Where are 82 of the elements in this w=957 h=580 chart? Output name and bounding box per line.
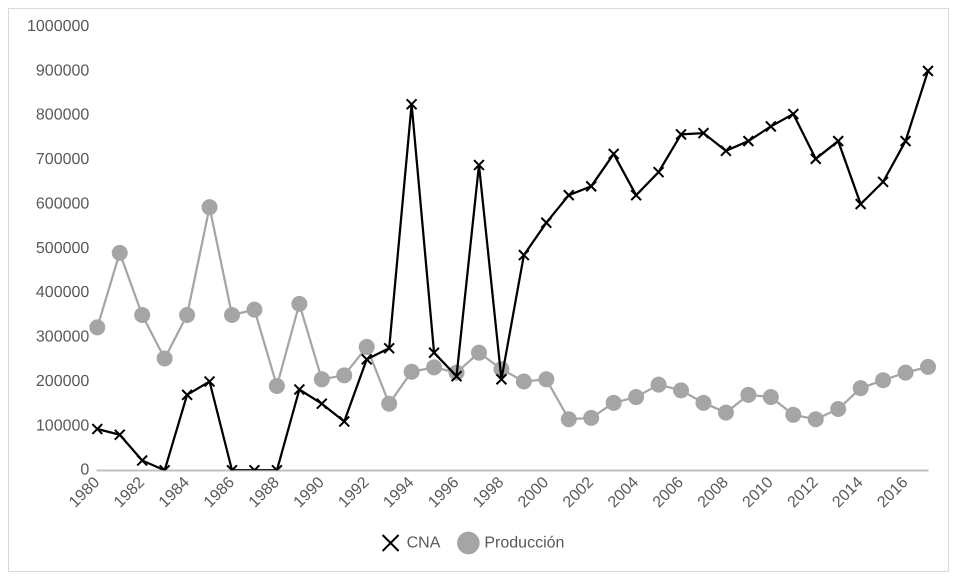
point [136, 454, 148, 466]
point [428, 346, 440, 359]
y-tick-label: 0 [80, 462, 90, 479]
point [336, 367, 352, 384]
point [204, 376, 216, 388]
point [652, 166, 665, 178]
point [404, 364, 420, 380]
point [383, 342, 396, 354]
point [560, 411, 577, 428]
point [852, 380, 869, 396]
y-tick-label: 600000 [36, 195, 90, 212]
point [898, 364, 914, 381]
point [406, 98, 418, 110]
point [830, 401, 846, 418]
point [381, 396, 398, 412]
point [808, 411, 824, 428]
point [583, 410, 600, 426]
point [224, 306, 240, 323]
point [360, 353, 373, 366]
point [675, 128, 687, 140]
legend-label: CNA [406, 534, 441, 552]
point [606, 394, 622, 411]
point [518, 249, 530, 262]
point [516, 374, 532, 390]
point [293, 384, 306, 396]
legend-label: Producción [484, 534, 564, 552]
point [538, 371, 554, 388]
point [628, 389, 644, 406]
point [742, 135, 754, 148]
y-tick-label: 200000 [36, 372, 90, 390]
point [650, 376, 667, 393]
point [91, 423, 104, 435]
point [832, 135, 844, 148]
point [920, 358, 936, 375]
point [900, 135, 912, 148]
point [181, 388, 194, 401]
point [291, 296, 308, 312]
point [740, 386, 756, 403]
y-tick-label: 300000 [36, 328, 90, 346]
point [114, 428, 126, 441]
point [426, 359, 442, 376]
y-tick-label: 100000 [36, 417, 90, 434]
y-tick-label: 1000000 [26, 18, 90, 36]
point [585, 180, 598, 192]
point [338, 416, 350, 428]
point [179, 306, 196, 323]
point [764, 120, 777, 132]
point [695, 394, 712, 411]
point [810, 152, 822, 165]
point [89, 319, 106, 336]
y-tick-label: 500000 [36, 240, 90, 257]
point [673, 382, 690, 398]
point [540, 216, 552, 229]
point [268, 378, 285, 394]
y-tick-label: 700000 [36, 151, 90, 168]
point [562, 189, 575, 202]
point [875, 372, 892, 388]
y-tick-label: 800000 [36, 106, 90, 124]
point [762, 389, 779, 406]
point [470, 344, 487, 361]
point [630, 189, 642, 202]
point [246, 302, 262, 318]
point [608, 148, 620, 160]
point [473, 159, 485, 171]
point [202, 199, 218, 216]
point [112, 244, 128, 261]
y-tick-label: 400000 [36, 284, 90, 302]
point [787, 108, 800, 120]
point [134, 306, 150, 323]
point [314, 371, 330, 388]
point [316, 398, 328, 410]
point [785, 406, 802, 423]
y-tick-label: 900000 [36, 62, 90, 80]
point [877, 176, 890, 188]
point [698, 127, 710, 140]
point [922, 65, 934, 77]
point [720, 144, 732, 157]
point [854, 198, 867, 210]
point [495, 373, 508, 386]
point [156, 350, 173, 366]
point [358, 338, 375, 355]
point [718, 404, 734, 421]
